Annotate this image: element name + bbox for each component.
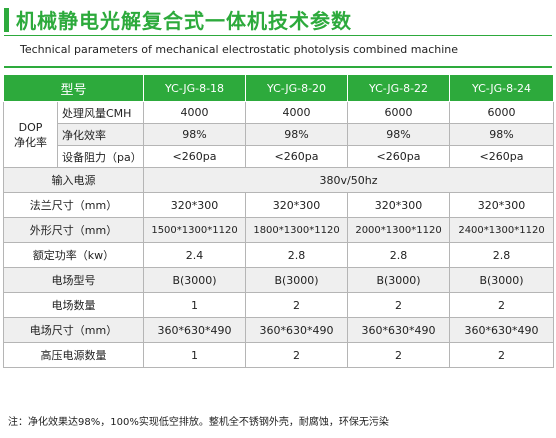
row-label: 电场型号 — [2, 267, 145, 293]
cell-value: 320*300 — [143, 192, 247, 218]
cell-value: 360*630*490 — [449, 317, 555, 343]
page-subtitle: Technical parameters of mechanical elect… — [20, 43, 459, 56]
cell-value: <260pa — [143, 145, 247, 168]
cell-value: 320*300 — [245, 192, 349, 218]
header-model: YC-JG-8-20 — [245, 74, 349, 102]
table-row: DOP 净化率 处理风量CMH 4000 4000 6000 6000 — [3, 101, 555, 168]
row-label: 设备阻力（pa） — [56, 145, 145, 168]
cell-value: 2000*1300*1120 — [347, 217, 451, 243]
title-accent-bar — [4, 8, 9, 32]
cell-value: 98% — [347, 123, 451, 146]
cell-value: B(3000) — [245, 267, 349, 293]
row-label: 净化效率 — [56, 123, 145, 146]
cell-value: 1800*1300*1120 — [245, 217, 349, 243]
cell-value: 360*630*490 — [347, 317, 451, 343]
cell-value: 98% — [143, 123, 247, 146]
cell-value: B(3000) — [143, 267, 247, 293]
row-label: 电场数量 — [2, 292, 145, 318]
table-row: 高压电源数量 1 2 2 2 — [2, 342, 555, 368]
table-header-row: 型号 YC-JG-8-18 YC-JG-8-20 YC-JG-8-22 YC-J… — [2, 74, 555, 102]
cell-value: 98% — [245, 123, 349, 146]
cell-value: 360*630*490 — [143, 317, 247, 343]
row-label: 高压电源数量 — [2, 342, 145, 368]
cell-value: 320*300 — [347, 192, 451, 218]
header-model: YC-JG-8-24 — [449, 74, 555, 102]
row-label: 法兰尺寸（mm） — [2, 192, 145, 218]
cell-value: 2 — [245, 342, 349, 368]
cell-value: <260pa — [347, 145, 451, 168]
table-row: 输入电源 380v/50hz — [2, 167, 555, 193]
footnote: 注：净化效果达98%，100%实现低空排放。整机全不锈钢外壳，耐腐蚀，环保无污染 — [8, 417, 389, 428]
row-label: 外形尺寸（mm） — [2, 217, 145, 243]
cell-value: 1500*1300*1120 — [143, 217, 247, 243]
cell-value: 6000 — [449, 101, 555, 124]
cell-value: 380v/50hz — [143, 167, 555, 193]
table-row: 法兰尺寸（mm） 320*300 320*300 320*300 320*300 — [2, 192, 555, 218]
spec-table: 型号 YC-JG-8-18 YC-JG-8-20 YC-JG-8-22 YC-J… — [2, 74, 555, 368]
cell-value: 2 — [347, 292, 451, 318]
table-row: 电场数量 1 2 2 2 — [2, 292, 555, 318]
header-model: YC-JG-8-22 — [347, 74, 451, 102]
cell-value: 1 — [143, 342, 247, 368]
cell-value: 320*300 — [449, 192, 555, 218]
cell-value: B(3000) — [347, 267, 451, 293]
cell-value: <260pa — [245, 145, 349, 168]
header-model-label: 型号 — [2, 74, 145, 102]
cell-value: 2.8 — [347, 242, 451, 268]
table-row: 设备阻力（pa） <260pa <260pa <260pa <260pa — [4, 145, 555, 168]
cell-value: 2.4 — [143, 242, 247, 268]
cell-value: 1 — [143, 292, 247, 318]
row-label: 输入电源 — [2, 167, 145, 193]
cell-value: 2 — [245, 292, 349, 318]
cell-value: 2 — [449, 292, 555, 318]
table-row: 额定功率（kw） 2.4 2.8 2.8 2.8 — [2, 242, 555, 268]
cell-value: 2.8 — [449, 242, 555, 268]
cell-value: 2 — [347, 342, 451, 368]
cell-value: 360*630*490 — [245, 317, 349, 343]
cell-value: 4000 — [245, 101, 349, 124]
table-row: 净化效率 98% 98% 98% 98% — [4, 123, 555, 146]
row-label: 处理风量CMH — [56, 101, 145, 124]
cell-value: 2.8 — [245, 242, 349, 268]
cell-value: 6000 — [347, 101, 451, 124]
table-row: 电场尺寸（mm） 360*630*490 360*630*490 360*630… — [2, 317, 555, 343]
cell-value: B(3000) — [449, 267, 555, 293]
table-row: 外形尺寸（mm） 1500*1300*1120 1800*1300*1120 2… — [2, 217, 555, 243]
cell-value: 2 — [449, 342, 555, 368]
cell-value: 2400*1300*1120 — [449, 217, 555, 243]
row-label: 额定功率（kw） — [2, 242, 145, 268]
cell-value: 98% — [449, 123, 555, 146]
page-title: 机械静电光解复合式一体机技术参数 — [16, 9, 352, 33]
cell-value: <260pa — [449, 145, 555, 168]
header-model: YC-JG-8-18 — [143, 74, 247, 102]
table-row: 电场型号 B(3000) B(3000) B(3000) B(3000) — [2, 267, 555, 293]
title-underline — [4, 35, 552, 36]
cell-value: 4000 — [143, 101, 247, 124]
subtitle-underline — [4, 66, 552, 68]
dop-group-label: DOP 净化率 — [3, 101, 58, 168]
row-label: 电场尺寸（mm） — [2, 317, 145, 343]
